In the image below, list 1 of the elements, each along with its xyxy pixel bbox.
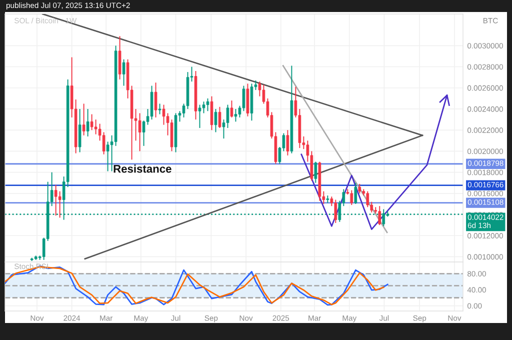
annotation: Resistance	[114, 164, 172, 173]
